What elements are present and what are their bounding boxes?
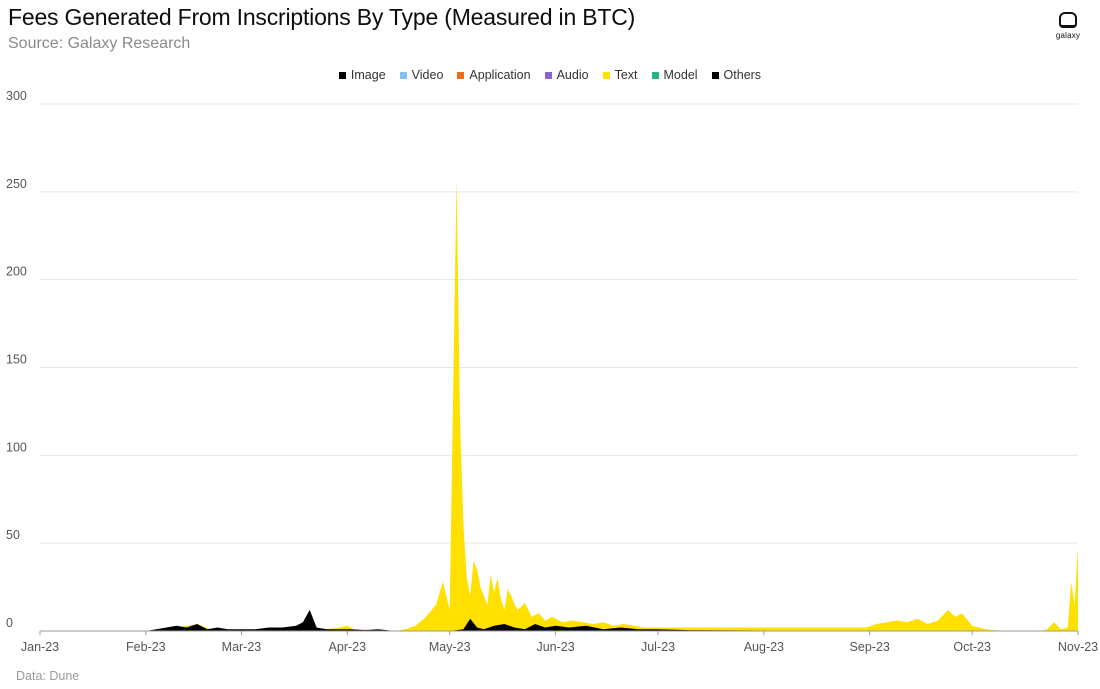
legend-item-others: Others <box>711 68 762 82</box>
legend-label-application: Application <box>469 68 531 82</box>
legend-label-model: Model <box>663 68 698 82</box>
legend-item-video: Video <box>399 68 444 82</box>
x-tick-label-jan-23: Jan-23 <box>21 640 59 654</box>
series-area-text <box>40 177 1078 632</box>
x-tick-label-apr-23: Apr-23 <box>329 640 367 654</box>
galaxy-logo-icon <box>1059 12 1077 28</box>
x-tick-label-may-23: May-23 <box>429 640 471 654</box>
legend-swatch-audio <box>544 71 552 79</box>
legend-swatch-text <box>602 71 610 79</box>
legend-swatch-application <box>457 71 465 79</box>
x-tick-label-jun-23: Jun-23 <box>536 640 574 654</box>
legend-swatch-others <box>711 71 719 79</box>
brand-name: galaxy <box>1055 31 1081 40</box>
legend-swatch-image <box>338 71 346 79</box>
data-source-note: Data: Dune <box>16 669 80 683</box>
legend-item-application: Application <box>457 68 531 82</box>
legend-swatch-model <box>651 71 659 79</box>
legend-item-image: Image <box>338 68 386 82</box>
x-tick-label-aug-23: Aug-23 <box>744 640 784 654</box>
x-tick-label-feb-23: Feb-23 <box>126 640 166 654</box>
galaxy-logo: galaxy <box>1048 12 1088 40</box>
legend-item-text: Text <box>602 68 638 82</box>
chart-title: Fees Generated From Inscriptions By Type… <box>8 4 636 30</box>
x-tick-label-nov-23: Nov-23 <box>1058 640 1098 654</box>
y-tick-label-0: 0 <box>6 616 13 630</box>
legend-swatch-video <box>399 71 407 79</box>
legend-label-text: Text <box>614 68 638 82</box>
y-tick-label-200: 200 <box>6 265 27 279</box>
legend-label-others: Others <box>723 68 762 82</box>
legend-label-image: Image <box>350 68 386 82</box>
y-tick-label-250: 250 <box>6 177 27 191</box>
x-tick-label-mar-23: Mar-23 <box>222 640 262 654</box>
legend-label-video: Video <box>411 68 444 82</box>
y-tick-label-150: 150 <box>6 353 27 367</box>
series-area-image <box>40 609 1078 631</box>
y-tick-label-100: 100 <box>6 440 27 454</box>
chart-legend: Image Video Application Audio Text Model Other… <box>0 68 1100 82</box>
chart-subtitle: Source: Galaxy Research <box>8 35 191 52</box>
legend-item-model: Model <box>651 68 698 82</box>
y-tick-label-300: 300 <box>6 89 27 103</box>
x-tick-label-oct-23: Oct-23 <box>953 640 991 654</box>
x-tick-label-jul-23: Jul-23 <box>641 640 675 654</box>
legend-item-audio: Audio <box>544 68 589 82</box>
legend-label-audio: Audio <box>556 68 589 82</box>
x-tick-label-sep-23: Sep-23 <box>850 640 890 654</box>
y-tick-label-50: 50 <box>6 528 20 542</box>
